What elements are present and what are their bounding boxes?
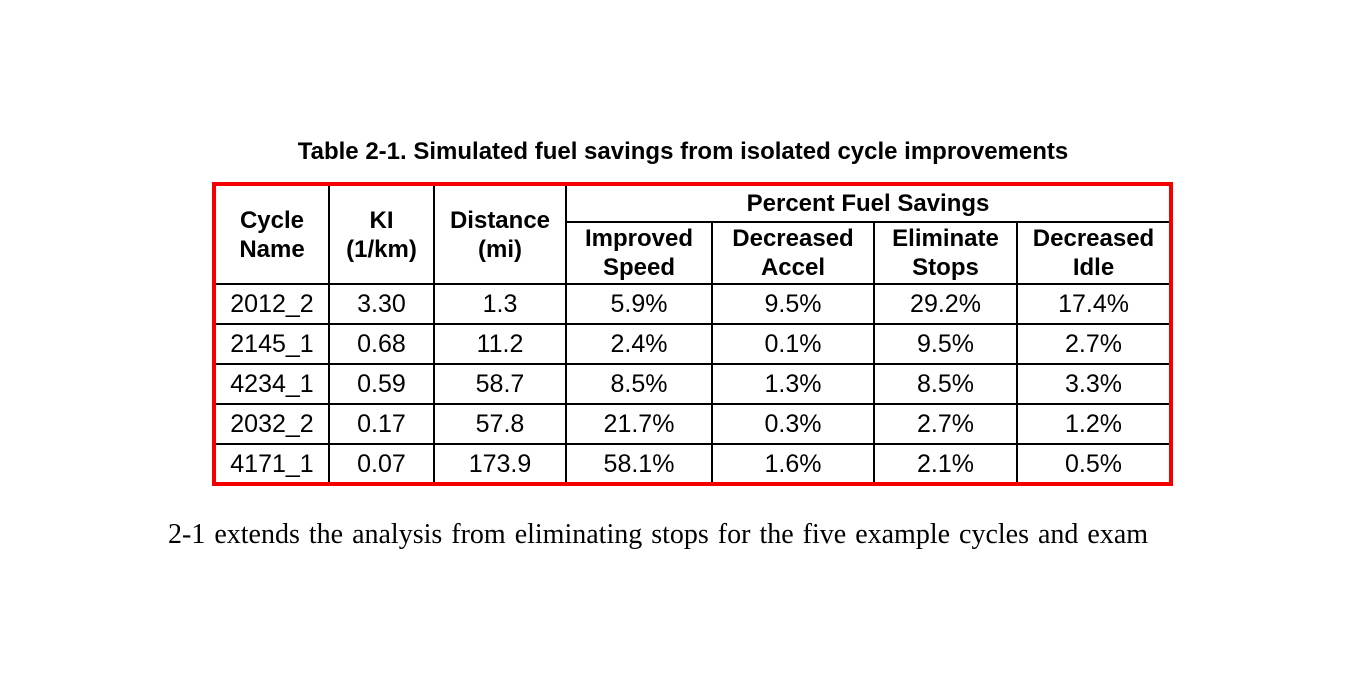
body-text: 2-1 extends the analysis from eliminatin… [168, 519, 1149, 550]
cell-decreased-accel: 1.3% [711, 363, 875, 405]
cell-eliminate-stops: 2.1% [873, 443, 1018, 485]
header-cell-improved-speed: Improved Speed [565, 221, 713, 285]
cell-improved-speed: 21.7% [565, 403, 713, 445]
header-row-sub: Improved Speed Decreased Accel Eliminate… [214, 221, 1173, 285]
cell-ki: 3.30 [328, 283, 435, 325]
cell-distance: 57.8 [433, 403, 567, 445]
cell-cycle-name: 2145_1 [213, 323, 330, 365]
cell-distance: 173.9 [433, 443, 567, 485]
table-row: 2145_1 0.68 11.2 2.4% 0.1% 9.5% 2.7% [213, 323, 1173, 365]
header-row-group: Cycle Name KI (1/km) Distance (mi) Perce… [213, 183, 1173, 285]
cell-eliminate-stops: 29.2% [873, 283, 1018, 325]
cell-decreased-accel: 9.5% [711, 283, 875, 325]
header-cell-ki: KI (1/km) [328, 183, 435, 285]
cell-cycle-name: 4171_1 [213, 443, 330, 485]
table-row: 2012_2 3.30 1.3 5.9% 9.5% 29.2% 17.4% [213, 283, 1173, 325]
cell-ki: 0.17 [328, 403, 435, 445]
cell-ki: 0.07 [328, 443, 435, 485]
cell-improved-speed: 8.5% [565, 363, 713, 405]
cell-decreased-accel: 1.6% [711, 443, 875, 485]
cell-cycle-name: 4234_1 [213, 363, 330, 405]
header-cell-decreased-accel: Decreased Accel [711, 221, 875, 285]
cell-decreased-accel: 0.3% [711, 403, 875, 445]
cell-eliminate-stops: 2.7% [873, 403, 1018, 445]
cell-distance: 11.2 [433, 323, 567, 365]
cell-decreased-idle: 17.4% [1015, 283, 1173, 325]
table-caption: Table 2-1. Simulated fuel savings from i… [297, 138, 1069, 165]
header-cell-decreased-idle: Decreased Idle [1015, 221, 1173, 285]
cell-improved-speed: 5.9% [565, 283, 713, 325]
cell-improved-speed: 2.4% [565, 323, 713, 365]
header-cell-eliminate-stops: Eliminate Stops [873, 221, 1018, 285]
cell-distance: 58.7 [433, 363, 567, 405]
cell-eliminate-stops: 8.5% [873, 363, 1018, 405]
table-container: Cycle Name KI (1/km) Distance (mi) Perce… [212, 182, 1174, 486]
cell-distance: 1.3 [433, 283, 567, 325]
cell-cycle-name: 2032_2 [213, 403, 330, 445]
header-cell-cycle-name: Cycle Name [213, 183, 330, 285]
table-row: 2032_2 0.17 57.8 21.7% 0.3% 2.7% 1.2% [213, 403, 1173, 445]
fuel-savings-table: Cycle Name KI (1/km) Distance (mi) Perce… [212, 182, 1174, 486]
cell-decreased-idle: 1.2% [1015, 403, 1173, 445]
cell-decreased-idle: 2.7% [1015, 323, 1173, 365]
table-row: 4171_1 0.07 173.9 58.1% 1.6% 2.1% 0.5% [213, 443, 1173, 485]
table-row: 4234_1 0.59 58.7 8.5% 1.3% 8.5% 3.3% [213, 363, 1173, 405]
cell-ki: 0.59 [328, 363, 435, 405]
cell-decreased-idle: 0.5% [1015, 443, 1173, 485]
cell-decreased-idle: 3.3% [1015, 363, 1173, 405]
cell-eliminate-stops: 9.5% [873, 323, 1018, 365]
cell-decreased-accel: 0.1% [711, 323, 875, 365]
cell-cycle-name: 2012_2 [213, 283, 330, 325]
cell-improved-speed: 58.1% [565, 443, 713, 485]
header-cell-distance: Distance (mi) [433, 183, 567, 285]
cell-ki: 0.68 [328, 323, 435, 365]
header-cell-percent-fuel-savings: Percent Fuel Savings [564, 183, 1173, 223]
